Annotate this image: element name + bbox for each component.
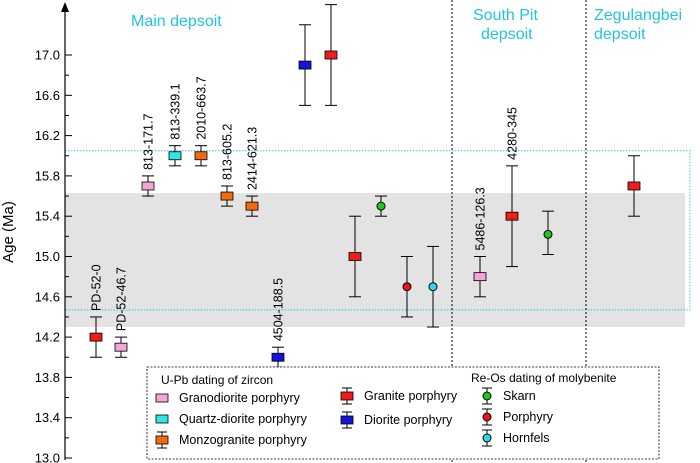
reference-bands xyxy=(64,150,691,328)
point-marker xyxy=(220,191,234,201)
y-tick-label: 13.8 xyxy=(35,370,60,385)
point-marker xyxy=(505,211,519,221)
legend-marker xyxy=(340,391,354,401)
legend: U-Pb dating of zircon Re-Os dating of mol… xyxy=(146,366,660,460)
legend-group-reos: Re-Os dating of molybenite xyxy=(471,371,617,385)
sample-label: 2414-621.3 xyxy=(246,127,260,190)
data-point xyxy=(298,24,312,106)
legend-item: Quartz-diorite porphyry xyxy=(155,412,308,426)
data-point xyxy=(627,155,641,217)
point-marker xyxy=(194,151,208,161)
point-marker xyxy=(402,282,412,292)
legend-marker xyxy=(155,435,169,445)
point-marker xyxy=(627,181,641,191)
sample-label: 2010-663.7 xyxy=(195,76,209,139)
data-point xyxy=(542,210,554,255)
legend-label: Granite porphyry xyxy=(364,389,458,403)
point-marker xyxy=(298,60,312,70)
point-marker xyxy=(271,352,285,362)
y-tick-label: 16.2 xyxy=(35,128,60,143)
y-tick-label: 17.0 xyxy=(35,48,60,63)
legend-label: Porphyry xyxy=(503,410,554,424)
y-axis-arrow xyxy=(61,2,69,12)
legend-item: Hornfels xyxy=(482,429,550,447)
legend-item: Skarn xyxy=(482,387,536,405)
shaded-age-band xyxy=(65,193,685,328)
data-point: 4504-188.5 xyxy=(271,278,286,368)
y-tick-label: 13.4 xyxy=(35,410,60,425)
y-tick-label: 16.6 xyxy=(35,88,60,103)
legend-marker xyxy=(155,414,169,424)
point-marker xyxy=(428,282,438,292)
legend-label: Diorite porphyry xyxy=(364,413,453,427)
legend-label: Granodiorite porphyry xyxy=(179,391,301,405)
y-tick-label: 14.6 xyxy=(35,289,60,304)
point-marker xyxy=(324,50,338,60)
legend-item: Monzogranite porphyry xyxy=(155,431,308,449)
data-point: PD-52-46.7 xyxy=(114,267,129,358)
point-marker xyxy=(141,181,155,191)
legend-marker xyxy=(482,433,492,443)
y-axis: 13.0 13.4 13.8 14.2 14.6 15.0 15.4 15.8 16.2 16.6… xyxy=(35,2,72,463)
legend-label: Skarn xyxy=(503,389,536,403)
sample-label: 813-605.2 xyxy=(221,124,235,180)
y-tick-label: 15.4 xyxy=(35,209,60,224)
point-marker xyxy=(473,272,487,282)
sample-label: 5486-126.3 xyxy=(474,187,488,250)
y-tick-label: 14.2 xyxy=(35,330,60,345)
point-marker xyxy=(245,201,259,211)
legend-label: Hornfels xyxy=(503,431,550,445)
data-point xyxy=(375,195,387,217)
point-marker xyxy=(114,342,128,352)
legend-item: Granite porphyry xyxy=(340,387,458,405)
legend-item: Granodiorite porphyry xyxy=(155,391,301,405)
data-point: PD-52-0 xyxy=(89,264,104,358)
legend-marker xyxy=(155,393,169,403)
point-marker xyxy=(543,229,553,239)
data-point: 813-605.2 xyxy=(220,124,235,207)
data-point xyxy=(324,4,338,106)
section-title-main: Main depsoit xyxy=(131,13,222,30)
legend-box xyxy=(146,366,660,460)
sample-label: 4280-345 xyxy=(506,107,520,160)
legend-marker xyxy=(340,415,354,425)
sample-label: 4504-188.5 xyxy=(272,278,286,341)
point-marker xyxy=(89,332,103,342)
sample-label: PD-52-46.7 xyxy=(115,267,129,331)
y-axis-label: Age (Ma) xyxy=(0,201,17,263)
sample-label: PD-52-0 xyxy=(90,264,104,311)
data-point xyxy=(427,245,439,328)
y-tick-label: 15.0 xyxy=(35,249,60,264)
legend-label: Monzogranite porphyry xyxy=(179,433,308,447)
data-point xyxy=(348,215,362,298)
legend-marker xyxy=(482,391,492,401)
data-point: 5486-126.3 xyxy=(473,187,488,298)
legend-label: Quartz-diorite porphyry xyxy=(179,412,308,426)
legend-item: Diorite porphyry xyxy=(340,411,453,429)
section-title-zegulangbei: Zegulangbei depsoit xyxy=(594,7,682,43)
point-marker xyxy=(348,252,362,261)
data-point: 813-171.7 xyxy=(141,114,156,197)
section-titles: Main depsoit South Pit depsoit Zegulangbei d… xyxy=(131,7,682,43)
y-tick-label: 13.0 xyxy=(35,451,60,463)
data-point: 2414-621.3 xyxy=(245,127,260,217)
data-point: 813-339.1 xyxy=(168,83,183,167)
legend-item: Porphyry xyxy=(482,408,554,426)
data-points: PD-52-0 PD-52-46.7 813-171.7 813-339.1 2010-… xyxy=(89,4,641,368)
y-tick-label: 15.8 xyxy=(35,168,60,183)
section-title-south-pit: South Pit depsoit xyxy=(473,7,538,43)
point-marker xyxy=(376,201,386,211)
data-point: 4280-345 xyxy=(505,107,520,268)
data-point xyxy=(401,256,413,318)
sample-label: 813-171.7 xyxy=(142,114,156,170)
data-point: 2010-663.7 xyxy=(194,76,209,167)
legend-group-upb: U-Pb dating of zircon xyxy=(161,373,273,387)
point-marker xyxy=(168,151,182,161)
sample-label: 813-339.1 xyxy=(169,83,183,139)
legend-marker xyxy=(482,412,492,422)
